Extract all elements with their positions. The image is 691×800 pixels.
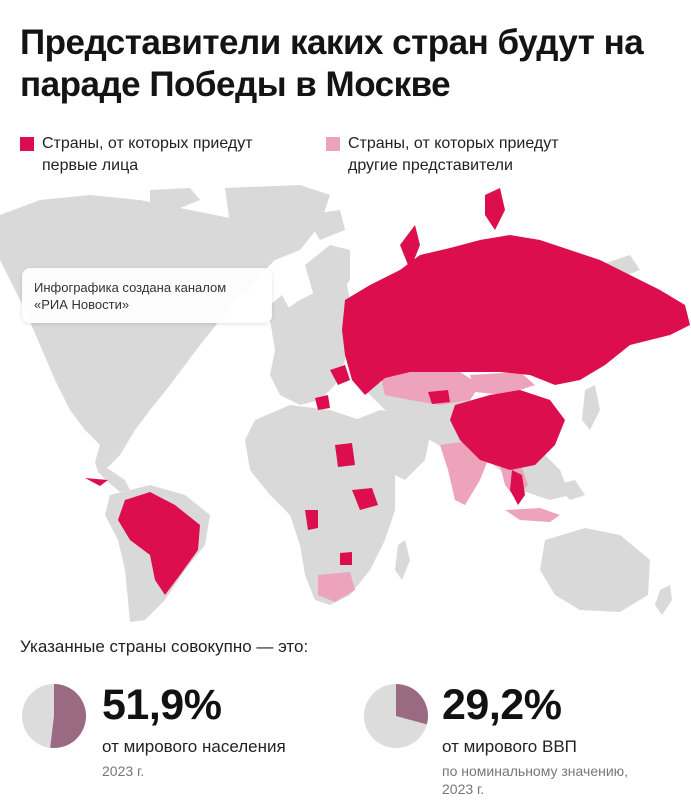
pie-population-share	[50, 684, 86, 748]
legend-label-other: Страны, от которых приедут другие предст…	[348, 135, 559, 174]
legend-swatch-other	[326, 137, 340, 151]
legend-other-representatives: Страны, от которых приедут другие предст…	[326, 133, 626, 177]
pie-gdp-share	[396, 684, 428, 725]
legend-swatch-first	[20, 137, 34, 151]
summary-heading: Указанные страны совокупно — это:	[20, 637, 309, 656]
stat-gdp-note: по номинальному значению, 2023 г.	[442, 763, 629, 797]
stat-gdp-label: от мирового ВВП	[442, 737, 577, 756]
page-title: Представители каких стран будут на парад…	[20, 23, 644, 104]
pie-population	[22, 684, 86, 748]
source-note: Инфографика создана каналом «РИА Новости…	[22, 268, 272, 323]
stat-gdp-value: 29,2%	[442, 681, 562, 729]
stat-population: 51,9% от мирового населения 2023 г.	[22, 681, 342, 784]
stat-population-label: от мирового населения	[102, 737, 286, 756]
legend-label-first: Страны, от которых приедут первые лица	[42, 135, 253, 174]
countries-first-leaders	[85, 188, 690, 595]
legend-first-leaders: Страны, от которых приедут первые лица	[20, 133, 310, 177]
pie-gdp	[364, 684, 428, 748]
stat-gdp: 29,2% от мирового ВВП по номинальному зн…	[364, 681, 684, 797]
stat-population-note: 2023 г.	[102, 763, 145, 779]
stat-population-value: 51,9%	[102, 681, 222, 729]
world-map	[0, 185, 690, 622]
